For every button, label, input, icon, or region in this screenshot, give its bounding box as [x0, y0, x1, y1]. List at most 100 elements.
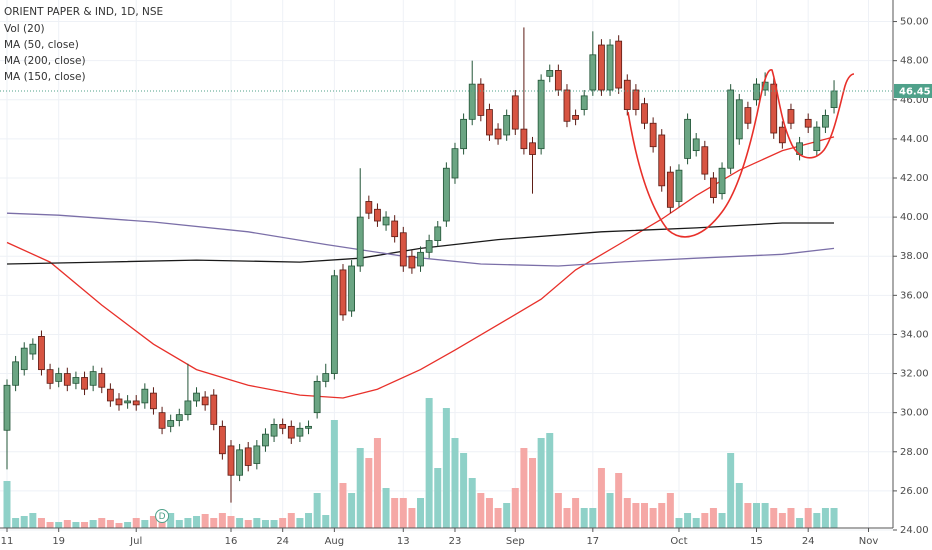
x-tick-label: 17 — [586, 536, 599, 547]
volume-bar — [356, 448, 364, 528]
candle-body — [253, 445, 261, 464]
volume-bar — [718, 513, 726, 528]
candle-body — [434, 226, 442, 241]
candle-body — [262, 433, 269, 447]
candle-body — [55, 373, 63, 382]
volume-bar — [141, 520, 149, 528]
volume-bar — [770, 508, 778, 528]
candle-body — [158, 412, 166, 429]
volume-bar — [442, 408, 450, 528]
candle-body — [804, 118, 812, 128]
volume-bar — [279, 518, 287, 528]
volume-bar — [322, 515, 330, 528]
volume-bar — [175, 520, 183, 528]
candle-body — [494, 128, 502, 140]
candle-body — [658, 134, 666, 187]
volume-bar — [641, 503, 649, 528]
candle-body — [167, 420, 175, 427]
x-tick-label: 15 — [750, 536, 763, 547]
volume-bar — [158, 520, 166, 528]
legend-entry: MA (200, close) — [4, 55, 86, 67]
candle-body — [322, 373, 330, 382]
candle-body — [520, 128, 528, 150]
volume-bar — [417, 498, 425, 528]
volume-bar — [692, 518, 700, 528]
x-tick-label: 19 — [52, 536, 65, 547]
candle-body — [374, 208, 381, 222]
volume-bar — [287, 513, 295, 528]
candle-body — [830, 90, 838, 108]
volume-bar — [735, 483, 743, 528]
volume-bar — [149, 516, 157, 528]
volume-bar — [296, 518, 304, 528]
y-tick-label: 30.00 — [900, 408, 929, 419]
candle-body — [72, 377, 80, 384]
candle-body — [718, 167, 726, 195]
volume-bar — [63, 520, 71, 528]
volume-bar — [468, 478, 476, 528]
volume-bar — [46, 522, 54, 528]
y-tick-label: 34.00 — [900, 329, 929, 340]
candle-body — [408, 255, 416, 269]
volume-bar — [572, 498, 580, 528]
y-tick-label: 32.00 — [900, 369, 929, 380]
dividend-marker — [155, 509, 170, 523]
volume-bar — [632, 503, 640, 528]
candle-body — [46, 369, 54, 384]
volume-bar — [89, 520, 97, 528]
volume-bar — [382, 488, 390, 528]
candle-body — [305, 425, 312, 429]
candle-body — [641, 103, 648, 124]
volume-bar — [485, 498, 493, 528]
candle-body — [606, 44, 614, 91]
candle-body — [236, 449, 244, 476]
volume-bar — [709, 508, 717, 528]
volume-bar — [348, 493, 356, 528]
candle-body — [330, 275, 338, 374]
volume-bar — [684, 513, 692, 528]
volume-bar — [537, 438, 545, 528]
y-tick-label: 40.00 — [900, 212, 929, 223]
volume-bar — [399, 498, 407, 528]
y-tick-label: 46.00 — [900, 95, 929, 106]
volume-bar — [218, 513, 226, 528]
candle-body — [3, 384, 11, 431]
candle-body — [468, 83, 476, 120]
x-tick-label: Sep — [506, 536, 525, 547]
volume-bar — [546, 433, 554, 528]
candle-body — [313, 380, 321, 414]
x-tick-label: 13 — [397, 536, 410, 547]
volume-bar — [124, 522, 132, 528]
candle-body — [563, 89, 571, 122]
candle-body — [649, 122, 657, 148]
candle-body — [744, 107, 752, 124]
volume-bar — [132, 518, 140, 528]
candle-body — [822, 115, 829, 128]
candle-body — [787, 109, 795, 124]
volume-bar — [339, 483, 347, 528]
volume-bar — [244, 520, 252, 528]
candles — [3, 27, 838, 503]
last-price-label: 46.45 — [899, 86, 931, 97]
candle-body — [98, 373, 106, 388]
x-tick-label: 23 — [449, 536, 462, 547]
volume-bar — [365, 458, 373, 528]
x-tick-label: 24 — [276, 536, 289, 547]
volume-bar — [778, 513, 786, 528]
volume-bar — [554, 493, 562, 528]
volume-bar — [391, 498, 399, 528]
volume-bar — [727, 453, 735, 528]
candle-body — [511, 95, 519, 130]
volume-bar — [666, 493, 674, 528]
y-tick-label: 26.00 — [900, 486, 929, 497]
y-tick-label: 50.00 — [900, 17, 929, 28]
candle-body — [554, 70, 562, 91]
volume-bar — [81, 522, 89, 528]
candle-body — [201, 396, 209, 406]
candle-body — [735, 99, 743, 140]
candle-body — [365, 201, 373, 214]
candle-body — [529, 142, 536, 155]
volume-bar — [804, 508, 812, 528]
candle-body — [451, 148, 459, 179]
